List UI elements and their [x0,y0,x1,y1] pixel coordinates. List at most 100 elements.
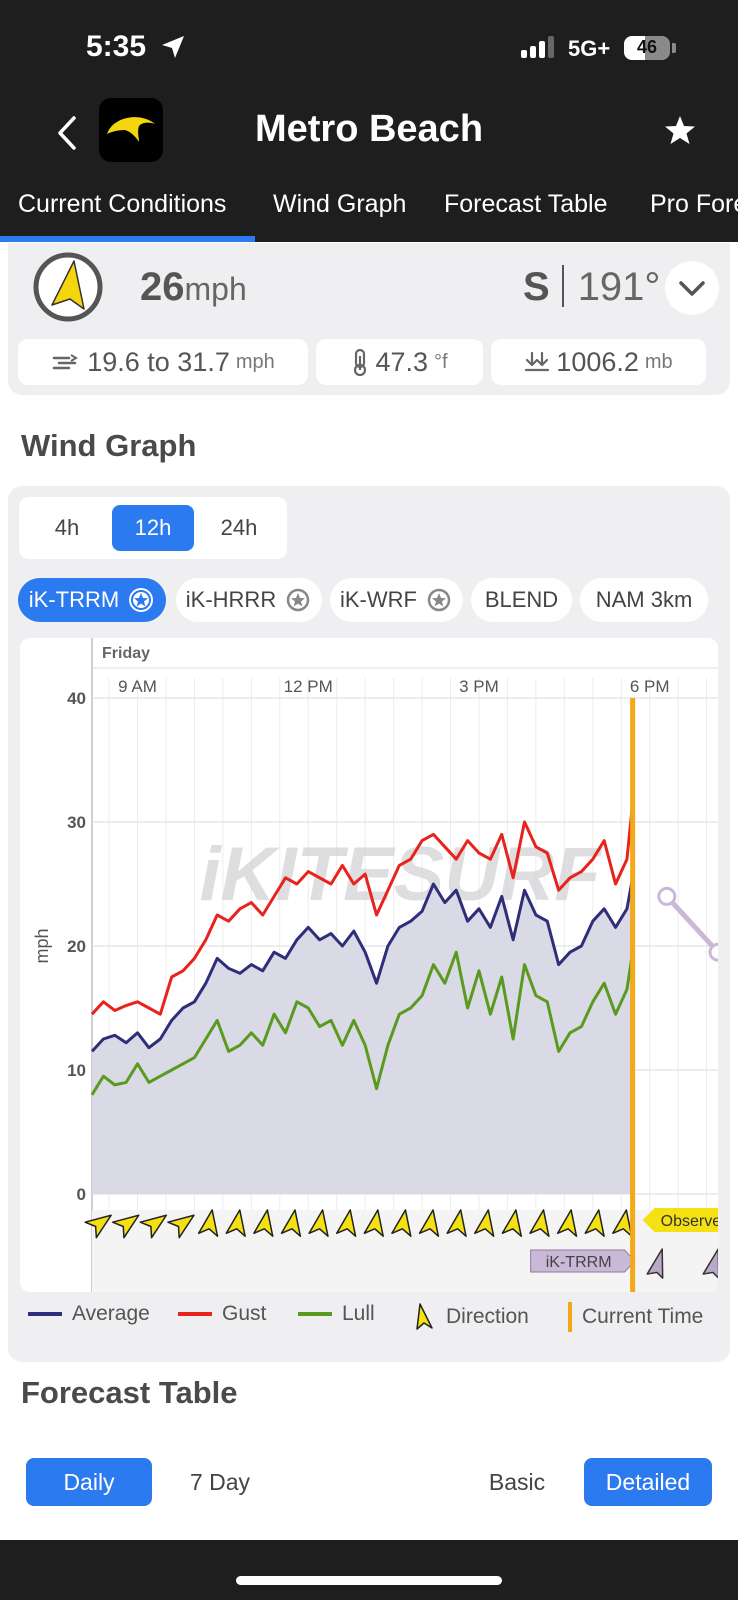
wind-range-unit: mph [235,350,275,373]
wind-range-pill: 19.6 to 31.7 mph [18,339,308,385]
range-4h-button[interactable]: 4h [54,515,80,540]
detail-detailed-button[interactable]: Detailed [584,1458,712,1506]
chevron-down-icon [679,281,705,296]
model-ik-hrrr[interactable]: iK-HRRR [176,578,322,622]
model-tag-label: iK-TRRM [546,1254,612,1271]
wind-range-value: 19.6 to 31.7 [87,346,230,377]
tab-pro-forecast[interactable]: Pro Fore [650,190,738,218]
detail-basic-button[interactable]: Basic [488,1468,546,1495]
y-tick-label: 20 [67,937,86,956]
direction-arrow-icon [416,1303,433,1330]
favorite-star-icon[interactable] [662,112,698,148]
wind-graph-card: 4h 12h 24h iK-TRRM iK-HRRR iK-WRF BLEND … [8,486,730,1362]
watermark: iKITESURF [199,832,603,917]
legend-direction: Direction [412,1302,529,1332]
star-badge-icon [286,588,310,612]
legend-average: Average [28,1302,150,1326]
period-daily-button[interactable]: Daily [26,1458,152,1506]
status-bar: 5:35 5G+ 46 [0,0,738,90]
series-line-average [90,877,635,1053]
legend-current-time-label: Current Time [582,1305,704,1328]
direction-arrow-icon [418,1209,440,1237]
forecast-table-heading: Forecast Table [21,1375,238,1410]
network-type: 5G+ [568,36,611,61]
cellular-signal-icon [521,36,554,58]
page-title: Metro Beach [254,108,484,150]
direction-arrow-icon [280,1209,302,1237]
back-chevron-icon[interactable] [48,108,88,158]
tab-current-conditions[interactable]: Current Conditions [18,190,227,218]
direction-arrow-icon [446,1209,467,1237]
battery-icon: 46 [624,36,670,60]
status-time: 5:35 [86,30,147,63]
wind-graph-heading: Wind Graph [21,428,197,463]
location-arrow-icon [162,36,184,58]
y-tick-label: 10 [67,1061,86,1080]
wind-chart: Friday 0 10 20 30 40 mph 9 AM 12 PM 3 PM 6 PM iKITE… [20,638,718,1292]
model-nam-3km[interactable]: NAM 3km [580,578,708,622]
direction-arrow-icon [529,1209,550,1237]
pressure-down-icon [525,351,550,372]
period-7day-button[interactable]: 7 Day [189,1468,251,1495]
direction-arrow-icon [167,1214,195,1239]
forecast-direction-arrow-icon [702,1248,718,1279]
range-24h-button[interactable]: 24h [220,515,258,540]
direction-arrow-icon [308,1209,329,1237]
battery-tip [672,43,676,53]
star-badge-icon [129,588,154,612]
legend-current-time-swatch [568,1302,572,1332]
direction-arrow-icon [139,1214,168,1239]
temperature-unit: °f [434,350,448,373]
model-tag [530,1249,636,1273]
kite-icon [107,117,155,142]
current-conditions-card: 26mph S 191° 19.6 to 31.7 mph 47.3 °f 100… [8,243,730,395]
legend-lull-label: Lull [342,1302,375,1325]
legend-average-swatch [28,1312,62,1316]
model-ik-trrm[interactable]: iK-TRRM [18,578,166,622]
direction-arrow-icon [363,1209,384,1237]
model-ik-trrm-label: iK-TRRM [28,587,120,612]
model-ik-wrf-label: iK-WRF [340,587,417,612]
app-header: Metro Beach [0,90,738,178]
direction-arrow-icon [84,1214,112,1239]
direction-arrow-icon [584,1209,605,1237]
direction-arrow-icon [391,1209,412,1237]
forecast-point [657,886,677,906]
expand-conditions-button[interactable] [665,261,719,315]
x-tick-label: 3 PM [459,677,499,696]
x-tick-label: 12 PM [284,677,333,696]
legend-current-time: Current Time [568,1302,703,1332]
legend-direction-label: Direction [446,1305,529,1328]
direction-arrow-icon [111,1214,140,1239]
direction-arrow-icon [253,1209,274,1237]
pressure-pill: 1006.2 mb [491,339,706,385]
legend-average-label: Average [72,1302,150,1325]
wind-direction-compass-icon [33,252,103,322]
wind-speed-value: 26 [140,265,185,309]
wind-speed-unit: mph [184,271,247,307]
model-ik-wrf[interactable]: iK-WRF [330,578,463,622]
direction-divider [561,265,564,308]
pressure-unit: mb [644,350,673,373]
forecast-detail-selector: Basic Detailed [446,1450,720,1514]
model-ik-hrrr-label: iK-HRRR [185,587,277,612]
forecast-direction-arrow-icon [646,1248,664,1279]
tab-forecast-table[interactable]: Forecast Table [444,190,608,218]
direction-arrow-icon [501,1209,523,1237]
tab-wind-graph[interactable]: Wind Graph [273,190,407,218]
legend-lull-swatch [298,1312,332,1316]
active-tab-indicator [0,236,255,242]
home-indicator[interactable] [236,1576,502,1585]
pressure-value: 1006.2 [556,346,639,377]
direction-arrow-icon [556,1209,578,1237]
temperature-pill: 47.3 °f [316,339,483,385]
thermometer-icon [354,348,367,376]
x-tick-label: 9 AM [118,677,157,696]
direction-arrow-icon [335,1209,357,1237]
direction-arrow-icon [225,1209,246,1237]
range-12h-button[interactable]: 12h [112,505,194,551]
bottom-bar [0,1540,738,1600]
observed-tag [642,1208,718,1232]
model-blend[interactable]: BLEND [471,578,572,622]
series-line-gust [90,803,635,1016]
